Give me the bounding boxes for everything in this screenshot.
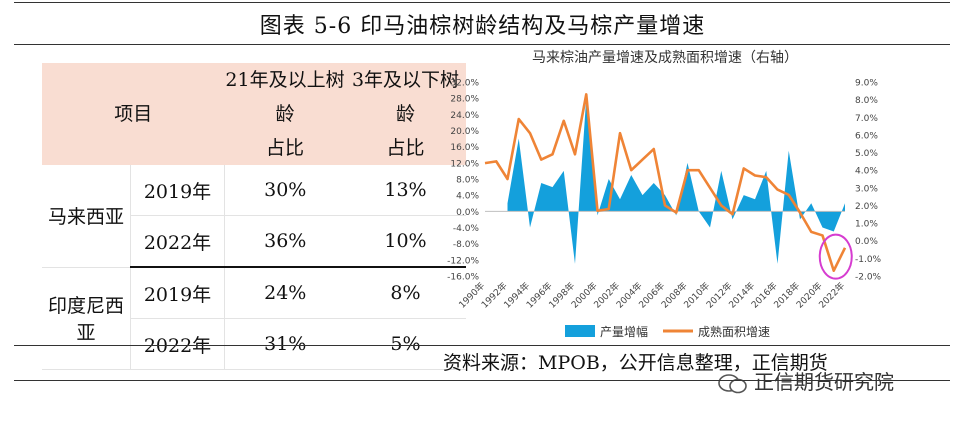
- table-row: 马来西亚 2019年 30% 13%: [42, 165, 466, 268]
- right-tick-label: 9.0%: [855, 79, 878, 89]
- young-ratio-cell: 5%: [345, 318, 466, 370]
- group-indonesia: 印度尼西亚: [42, 267, 131, 370]
- old-ratio-cell: 36%: [224, 215, 346, 268]
- left-tick-label: 8.0%: [456, 176, 479, 186]
- left-tick-label: 24.0%: [450, 111, 479, 121]
- source-rule: [14, 345, 950, 346]
- year-cell: 2022年: [130, 318, 225, 370]
- watermark: 正信期货研究院: [718, 366, 894, 395]
- left-tick-label: 28.0%: [450, 95, 479, 105]
- left-tick-label: 20.0%: [450, 127, 479, 137]
- right-tick-label: 0.0%: [855, 237, 878, 247]
- header-item: 项目: [42, 63, 225, 165]
- old-ratio-cell: 24%: [224, 267, 346, 319]
- left-tick-label: 0.0%: [456, 208, 479, 218]
- right-tick-label: 6.0%: [855, 131, 878, 141]
- year-cell: 2022年: [130, 215, 225, 268]
- right-tick-label: 5.0%: [855, 149, 878, 159]
- right-tick-label: -2.0%: [855, 273, 882, 283]
- top-rule: [14, 2, 950, 3]
- legend-label: 成熟面积增速: [698, 324, 770, 339]
- group-malaysia: 马来西亚: [42, 165, 131, 268]
- old-ratio-cell: 30%: [224, 165, 346, 216]
- left-tick-label: -4.0%: [453, 224, 480, 234]
- mature-area-line: [484, 93, 847, 273]
- header-young-ratio: 3年及以下树龄 占比: [345, 63, 466, 165]
- left-tick-label: 12.0%: [450, 159, 479, 169]
- young-ratio-cell: 8%: [345, 267, 466, 319]
- left-tick-label: -8.0%: [453, 240, 480, 250]
- table-row: 印度尼西亚 2019年 24% 8%: [42, 267, 466, 370]
- right-tick-label: 1.0%: [855, 220, 878, 230]
- right-tick-label: 2.0%: [855, 202, 878, 212]
- young-ratio-cell: 10%: [345, 215, 466, 268]
- left-tick-label: -16.0%: [447, 273, 479, 283]
- young-ratio-cell: 13%: [345, 165, 466, 216]
- right-tick-label: 4.0%: [855, 167, 878, 177]
- old-ratio-cell: 31%: [224, 318, 346, 370]
- wechat-icon: [718, 373, 748, 395]
- left-tick-label: -12.0%: [447, 256, 479, 266]
- legend-label: 产量增幅: [600, 324, 648, 339]
- bottom-rule: [14, 380, 950, 381]
- table-row: 2022年 31% 5%: [42, 318, 466, 370]
- growth-area: [507, 98, 845, 264]
- production-growth-chart: 马来棕油产量增速及成熟面积增速（右轴） 32.0% 28.0% 24.0% 20.0% 1…: [447, 50, 882, 339]
- figure-title: 图表 5-6 印马油棕树龄结构及马棕产量增速: [259, 14, 706, 39]
- legend-swatch-area: [565, 325, 595, 337]
- tree-age-table: 项目 21年及以上树龄 占比 3年及以下树龄 占比 马来西亚 2019年 30% 1…: [42, 63, 466, 370]
- right-tick-label: -1.0%: [855, 255, 882, 265]
- table-header-row: 项目 21年及以上树龄 占比 3年及以下树龄 占比: [42, 63, 466, 165]
- source-note: 资料来源：MPOB，公开信息整理，正信期货: [443, 352, 828, 374]
- left-tick-label: 4.0%: [456, 192, 479, 202]
- left-tick-label: 16.0%: [450, 143, 479, 153]
- year-cell: 2019年: [130, 267, 225, 319]
- right-tick-label: 3.0%: [855, 184, 878, 194]
- chart-title: 马来棕油产量增速及成熟面积增速（右轴）: [532, 50, 798, 66]
- year-cell: 2019年: [130, 165, 225, 216]
- header-text: 21年及以上树龄 占比: [225, 69, 345, 159]
- right-tick-label: 7.0%: [855, 114, 878, 124]
- header-old-ratio: 21年及以上树龄 占比: [224, 63, 346, 165]
- table-row: 2022年 36% 10%: [42, 215, 466, 268]
- title-rule: [14, 44, 950, 45]
- header-text: 3年及以下树龄 占比: [351, 69, 460, 159]
- highlight-circle: [818, 233, 853, 280]
- right-tick-label: 8.0%: [855, 96, 878, 106]
- left-tick-label: 32.0%: [450, 79, 479, 89]
